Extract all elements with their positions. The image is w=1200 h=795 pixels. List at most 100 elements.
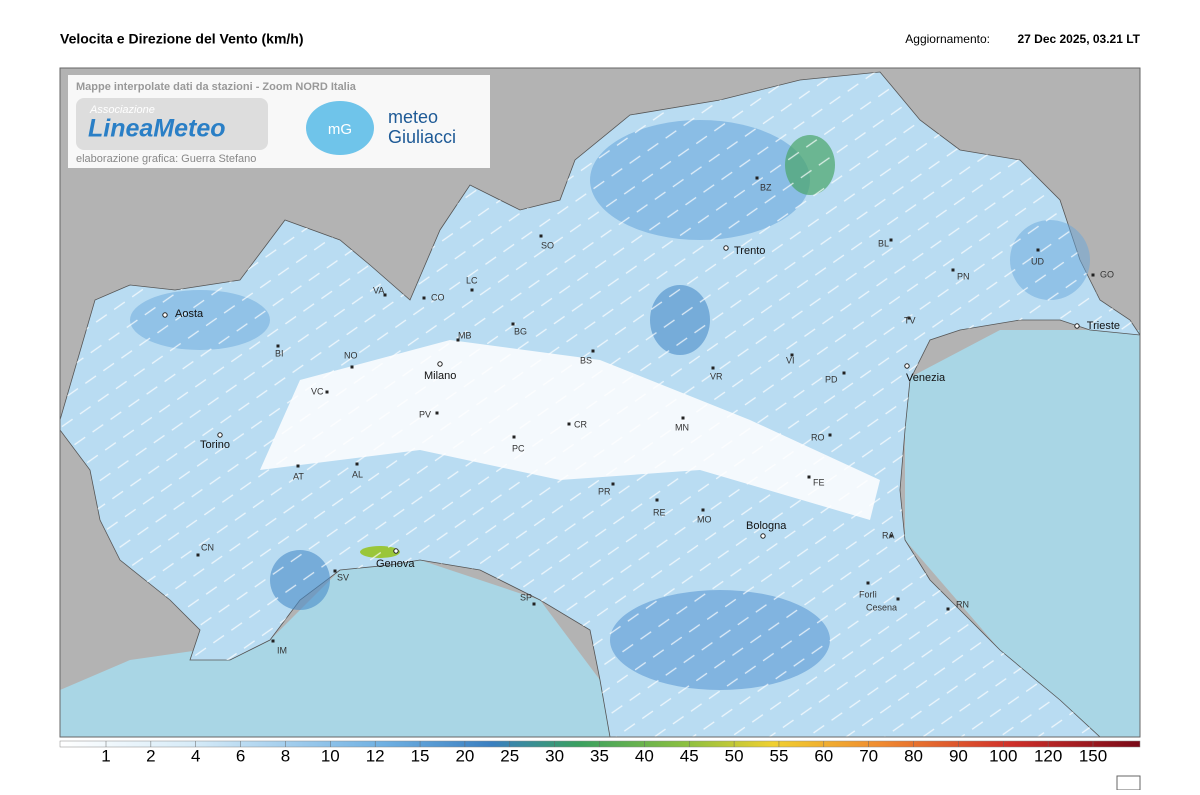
map-labels: Aosta Torino Milano Genova Bologna Venezia Tre… xyxy=(162,176,1120,655)
mg-badge: mG xyxy=(328,121,352,138)
province-label: MN xyxy=(675,422,689,432)
legend-tick-label: 8 xyxy=(281,746,290,765)
province-label: NO xyxy=(344,350,358,360)
legend-tick-label: 4 xyxy=(191,746,200,765)
province-label: PV xyxy=(419,409,431,419)
title: Velocita e Direzione del Vento (km/h) xyxy=(60,31,304,47)
province-label: MB xyxy=(458,330,472,340)
province-dot xyxy=(655,498,659,502)
province-dot xyxy=(1036,248,1040,252)
city-dot xyxy=(904,363,910,369)
province-dot xyxy=(511,322,515,326)
province-label: FE xyxy=(813,477,825,487)
province-label: CR xyxy=(574,419,587,429)
province-dot xyxy=(866,581,870,585)
city-dot xyxy=(760,533,766,539)
province-label: RO xyxy=(811,432,825,442)
province-label: RE xyxy=(653,507,666,517)
province-label: GO xyxy=(1100,269,1114,279)
province-label: BZ xyxy=(760,182,772,192)
province-dot xyxy=(539,234,543,238)
province-dot xyxy=(333,569,337,573)
legend-tick-label: 1 xyxy=(101,746,110,765)
province-label: BG xyxy=(514,326,527,336)
province-dot xyxy=(567,422,571,426)
city-dot xyxy=(1074,323,1080,329)
legend-tick-label: 35 xyxy=(590,746,609,765)
city-dot xyxy=(162,312,168,318)
logo-bg xyxy=(76,98,268,150)
colorbar xyxy=(59,740,1141,748)
province-label: LC xyxy=(466,275,478,285)
province-dot xyxy=(951,268,955,272)
province-label: IM xyxy=(277,645,287,655)
update-label: Aggiornamento: xyxy=(905,32,990,46)
legend-tick-label: 55 xyxy=(769,746,788,765)
province-dot xyxy=(456,338,460,342)
province-dot xyxy=(591,349,595,353)
province-label: BS xyxy=(580,355,592,365)
province-dot xyxy=(350,365,354,369)
city-label: Aosta xyxy=(175,308,204,320)
legend-tick-label: 150 xyxy=(1079,746,1107,765)
province-label: CO xyxy=(431,292,445,302)
corner-box xyxy=(1116,775,1141,791)
province-dot xyxy=(296,464,300,468)
caption: Mappe interpolate dati da stazioni - Zoo… xyxy=(76,81,357,93)
map xyxy=(60,68,1140,737)
province-dot xyxy=(355,462,359,466)
legend-tick-label: 20 xyxy=(455,746,474,765)
map-frame xyxy=(59,67,1141,738)
credit: elaborazione grafica: Guerra Stefano xyxy=(76,153,256,165)
province-label: PN xyxy=(957,271,970,281)
update-value: 27 Dec 2025, 03.21 LT xyxy=(1017,32,1140,46)
province-label: SV xyxy=(337,572,349,582)
legend-tick-label: 6 xyxy=(236,746,245,765)
legend-tick-label: 30 xyxy=(545,746,564,765)
province-dot xyxy=(532,602,536,606)
city-label: Torino xyxy=(200,439,230,451)
mg-line2: Giuliacci xyxy=(388,127,456,147)
legend-tick-label: 10 xyxy=(321,746,340,765)
legend-tick-label: 90 xyxy=(949,746,968,765)
legend-tick-label: 12 xyxy=(366,746,385,765)
province-dot xyxy=(435,411,439,415)
city-label: Venezia xyxy=(906,372,946,384)
province-dot xyxy=(681,416,685,420)
province-label: CN xyxy=(201,542,214,552)
province-label: BI xyxy=(275,348,284,358)
city-label: Trento xyxy=(734,245,765,257)
province-dot xyxy=(828,433,832,437)
province-label: RN xyxy=(956,599,969,609)
wind-arrows xyxy=(60,72,1140,737)
province-dot xyxy=(196,553,200,557)
city-dot xyxy=(723,245,729,251)
province-dot xyxy=(276,344,280,348)
province-label: PR xyxy=(598,486,611,496)
logo-small: Associazione xyxy=(89,104,155,116)
city-label: Bologna xyxy=(746,520,787,532)
mg-cloud xyxy=(306,101,374,155)
province-dot xyxy=(889,534,893,538)
city-dot xyxy=(393,548,399,554)
province-dot xyxy=(422,296,426,300)
province-label: PC xyxy=(512,443,525,453)
province-dot xyxy=(701,508,705,512)
province-label: VA xyxy=(373,285,384,295)
city-label: Genova xyxy=(376,558,415,570)
legend-tick-label: 40 xyxy=(635,746,654,765)
province-dot xyxy=(512,435,516,439)
province-label: VC xyxy=(311,386,324,396)
legend-tick-label: 120 xyxy=(1034,746,1062,765)
legend-tick-label: 100 xyxy=(989,746,1017,765)
province-label: UD xyxy=(1031,256,1044,266)
city-dot xyxy=(437,361,443,367)
province-label: VR xyxy=(710,371,723,381)
province-label: BL xyxy=(878,238,889,248)
province-dot xyxy=(1091,273,1095,277)
sea xyxy=(60,560,610,737)
legend: 1 2 4 6 8 10 12 15 20 25 30 35 40 45 50 55 60 70 80 90 100 12… xyxy=(101,741,1107,765)
province-label: SO xyxy=(541,240,554,250)
province-dot xyxy=(711,366,715,370)
province-dot xyxy=(907,316,911,320)
